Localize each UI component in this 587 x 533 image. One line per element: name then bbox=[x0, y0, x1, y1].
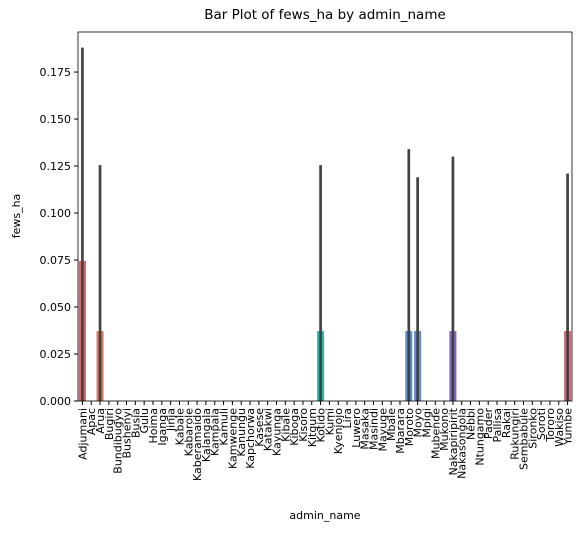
x-tick-label: Mbale bbox=[385, 408, 398, 441]
x-tick-label: Kiboga bbox=[288, 408, 301, 446]
x-tick-label: Kitgum bbox=[306, 408, 319, 447]
x-tick-label: Rakai bbox=[500, 408, 513, 438]
x-tick-label: Jinja bbox=[165, 408, 178, 432]
x-tick-label: Wakiso bbox=[553, 408, 566, 447]
x-tick-label: Kamwenge bbox=[226, 408, 239, 469]
x-tick-label: Bundibugyo bbox=[112, 408, 125, 474]
x-tick-label: Rukungiri bbox=[509, 408, 522, 460]
y-tick-label: 0.175 bbox=[40, 66, 72, 79]
x-tick-label: Kaberamaido bbox=[191, 408, 204, 481]
x-tick-label: Luwero bbox=[350, 408, 363, 448]
x-tick-label: Kampala bbox=[209, 408, 222, 456]
x-tick-label: Soroti bbox=[535, 408, 548, 440]
x-tick-label: Pallisa bbox=[491, 408, 504, 443]
x-tick-label: Nakapiripirit bbox=[447, 407, 460, 475]
x-tick-label: Kanungu bbox=[235, 408, 248, 457]
x-tick-label: Tororo bbox=[544, 408, 557, 443]
y-tick-label: 0.050 bbox=[40, 301, 72, 314]
x-tick-label: Kapchorwa bbox=[244, 408, 257, 469]
x-tick-label: Gulu bbox=[138, 408, 151, 434]
x-tick-label: Busia bbox=[129, 408, 142, 438]
y-tick-label: 0.075 bbox=[40, 254, 72, 267]
x-tick-label: Bugiri bbox=[103, 408, 116, 440]
x-tick-label: Lira bbox=[341, 408, 354, 428]
x-tick-label: Kayunga bbox=[270, 408, 283, 456]
x-tick-label: Kibale bbox=[279, 408, 292, 442]
x-tick-label: Ntungamo bbox=[473, 408, 486, 466]
y-tick-label: 0.000 bbox=[40, 395, 72, 408]
x-tick-label: Kotido bbox=[315, 408, 328, 443]
x-tick-label: Mbarara bbox=[394, 408, 407, 454]
y-axis-label: fews_ha bbox=[10, 194, 23, 239]
x-tick-label: Nebbi bbox=[465, 408, 478, 440]
x-tick-label: Sembabule bbox=[517, 408, 530, 470]
x-tick-label: Hoima bbox=[147, 408, 160, 444]
x-tick-label: Apac bbox=[85, 408, 98, 435]
x-tick-label: Pader bbox=[482, 408, 495, 440]
x-tick-label: Adjumani bbox=[76, 408, 89, 460]
x-tick-label: Mukono bbox=[438, 408, 451, 451]
x-tick-label: Iganga bbox=[156, 408, 169, 446]
x-tick-label: Kabale bbox=[173, 408, 186, 446]
x-tick-label: Masindi bbox=[368, 408, 381, 450]
x-tick-label: Mayuge bbox=[376, 408, 389, 452]
plot-frame bbox=[77, 31, 573, 402]
x-tick-label: Kasese bbox=[253, 408, 266, 447]
x-tick-label: Katakwi bbox=[262, 408, 275, 451]
x-tick-label: Masaka bbox=[359, 408, 372, 450]
x-tick-label: Moroto bbox=[403, 408, 416, 447]
y-tick-label: 0.100 bbox=[40, 207, 72, 220]
x-tick-label: Kisoro bbox=[297, 408, 310, 442]
x-tick-label: Kalangala bbox=[200, 408, 213, 462]
x-tick-label: Mpigi bbox=[420, 408, 433, 438]
x-tick-label: Kabarole bbox=[182, 408, 195, 457]
x-tick-label: Kamuli bbox=[218, 408, 231, 446]
y-tick-label: 0.150 bbox=[40, 113, 72, 126]
y-tick-label: 0.125 bbox=[40, 160, 72, 173]
x-tick-label: Sironko bbox=[526, 408, 539, 449]
y-tick-label: 0.025 bbox=[40, 348, 72, 361]
x-tick-label: Moyo bbox=[412, 408, 425, 438]
x-tick-label: Mubende bbox=[429, 408, 442, 459]
x-tick-label: Yumbe bbox=[562, 408, 575, 446]
chart-title: Bar Plot of fews_ha by admin_name bbox=[204, 7, 446, 23]
x-tick-label: Arua bbox=[94, 408, 107, 434]
x-tick-label: Kumi bbox=[323, 408, 336, 435]
x-tick-label: Bushenyi bbox=[121, 408, 134, 459]
x-tick-label: Kyenjojo bbox=[332, 408, 345, 455]
x-tick-label: Nakasongola bbox=[456, 408, 469, 479]
x-axis-label: admin_name bbox=[289, 509, 360, 522]
